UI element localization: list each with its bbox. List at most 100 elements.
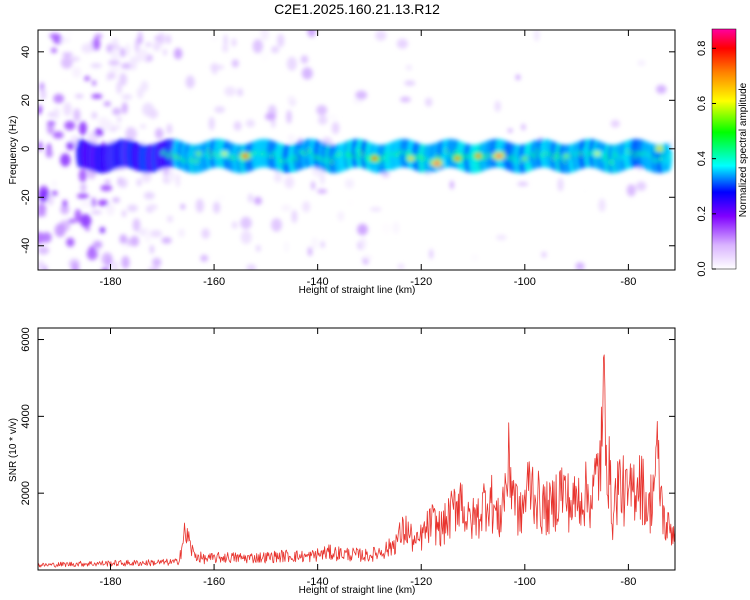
spectrogram-cell — [110, 47, 119, 60]
snr-x-tick-label: -140 — [307, 576, 329, 588]
spectrogram-cell — [80, 201, 92, 208]
spectrogram-cell — [92, 37, 101, 51]
spectrogram-cell — [397, 263, 405, 270]
spectrogram-cell — [375, 30, 387, 41]
spectrogram-cell — [140, 124, 147, 129]
spectrogram-cell — [63, 102, 72, 117]
spectrogram-cell — [40, 88, 47, 101]
spectrogram-cell — [581, 188, 592, 194]
colorbar-label: Normalized spectral amplitude — [738, 82, 749, 217]
spectrogram-cell — [300, 55, 309, 64]
spectrogram-cell — [211, 62, 218, 75]
spectrogram-cell — [195, 151, 202, 156]
spectrogram-cell — [318, 115, 328, 125]
spectrogram-cell — [195, 198, 204, 213]
spectrogram-cell — [60, 56, 73, 69]
spectrogram-cell — [54, 223, 66, 238]
spectrogram-cell — [62, 52, 73, 57]
spectrogram-cell — [92, 240, 103, 249]
spectrogram-cell — [66, 141, 75, 151]
spectrogram-cell — [381, 171, 390, 178]
spectrogram-cell — [43, 264, 48, 270]
spectrogram-cell — [175, 173, 181, 188]
spectrogram-cell — [260, 30, 269, 41]
spectrogram-cell — [404, 80, 416, 86]
spectrogram-cell — [130, 235, 140, 247]
spectrogram-cell — [626, 184, 636, 197]
snr-ticks: -180 -160 -140 -120 -100 -80 2000 4000 6000 — [20, 327, 675, 588]
spectrogram-cell — [108, 66, 121, 73]
spectrogram-panel: -180 -160 -140 -120 -100 -80 -40 -20 0 20 40 Heigh… — [8, 29, 676, 296]
spectrogram-cell — [119, 177, 128, 189]
spectrogram-cell — [84, 76, 91, 81]
spectrogram-cell — [495, 154, 502, 159]
spectrogram-cell — [140, 80, 149, 92]
spectrogram-cell — [307, 30, 316, 38]
spectrogram-cell — [59, 37, 71, 43]
spectrogram-cell — [91, 93, 103, 99]
spectrogram-cell — [424, 97, 433, 107]
spectrogram-cell — [178, 228, 186, 238]
spectrogram-cell — [104, 179, 111, 184]
spectrogram-cell — [610, 119, 620, 128]
spectrogram-cell — [60, 78, 70, 83]
spectrogram-cell — [53, 107, 60, 120]
spectrogram-cell — [316, 105, 328, 116]
spectrogram-cell — [136, 178, 142, 187]
spectrogram-cell — [281, 204, 292, 212]
spectrogram-cell — [399, 96, 411, 103]
spectrogram-cell — [231, 221, 238, 229]
spectrogram-cell — [97, 199, 109, 207]
spectrogram-y-label: Frequency (Hz) — [8, 116, 19, 185]
snr-x-tick-label: -180 — [99, 576, 121, 588]
spectrogram-cell — [173, 47, 183, 60]
spectrogram-cell — [49, 33, 61, 39]
spectrogram-cell — [656, 146, 663, 151]
spectrogram-cell — [167, 215, 173, 223]
spectrogram-cell — [38, 189, 50, 203]
snr-x-label: Height of straight line (km) — [299, 585, 416, 596]
snr-background — [38, 328, 675, 570]
spectrogram-cell — [271, 46, 280, 54]
snr-panel: -180 -160 -140 -120 -100 -80 2000 4000 6000 Heig… — [8, 327, 676, 596]
spectrogram-cell — [215, 195, 226, 201]
spectrogram-cell — [598, 198, 606, 212]
spectrogram-cell — [392, 221, 400, 234]
spectrogram-cell — [121, 102, 128, 114]
spectrogram-cell — [433, 161, 440, 166]
spectrogram-cell — [346, 199, 355, 207]
spectrogram-cell — [167, 172, 176, 183]
spectrogram-cell — [51, 190, 58, 197]
spectrogram-cell — [517, 181, 529, 187]
colorbar: 0.0 0.2 0.4 0.6 0.8 Normalized spectral ampl… — [696, 28, 749, 277]
spectrogram-cell — [119, 72, 128, 86]
spectrogram-cell — [360, 237, 367, 250]
spectrogram-cell — [47, 193, 54, 206]
colorbar-tick-label: 0.6 — [696, 96, 708, 111]
spectrogram-cell — [78, 168, 87, 183]
spectrogram-cell — [259, 50, 270, 63]
spectrogram-cell — [246, 264, 257, 270]
spectrogram-cell — [148, 266, 160, 270]
spectrogram-cell — [541, 251, 547, 258]
spectrogram-cell — [38, 105, 43, 113]
spectrogram-cell — [208, 116, 215, 131]
spectrogram-cell — [98, 116, 109, 128]
spectrogram-cell — [53, 93, 65, 104]
snr-frame — [37, 327, 676, 571]
spectrogram-cell — [454, 156, 461, 161]
spectrogram-cell — [62, 199, 68, 207]
spectrogram-cell — [65, 31, 73, 36]
spectrogram-cell — [635, 181, 647, 191]
colorbar-tick-label: 0.0 — [696, 261, 708, 276]
spectrogram-cell — [52, 131, 64, 139]
spectrogram-cell — [670, 137, 675, 148]
spectrogram-cell — [201, 228, 210, 239]
colorbar-tick-label: 0.4 — [696, 151, 708, 166]
spectrogram-cell — [91, 197, 96, 208]
spectrogram-cell — [166, 123, 173, 135]
spectrogram-cell — [152, 257, 162, 267]
spectrogram-cell — [231, 38, 237, 47]
spectrogram-cell — [331, 121, 340, 135]
